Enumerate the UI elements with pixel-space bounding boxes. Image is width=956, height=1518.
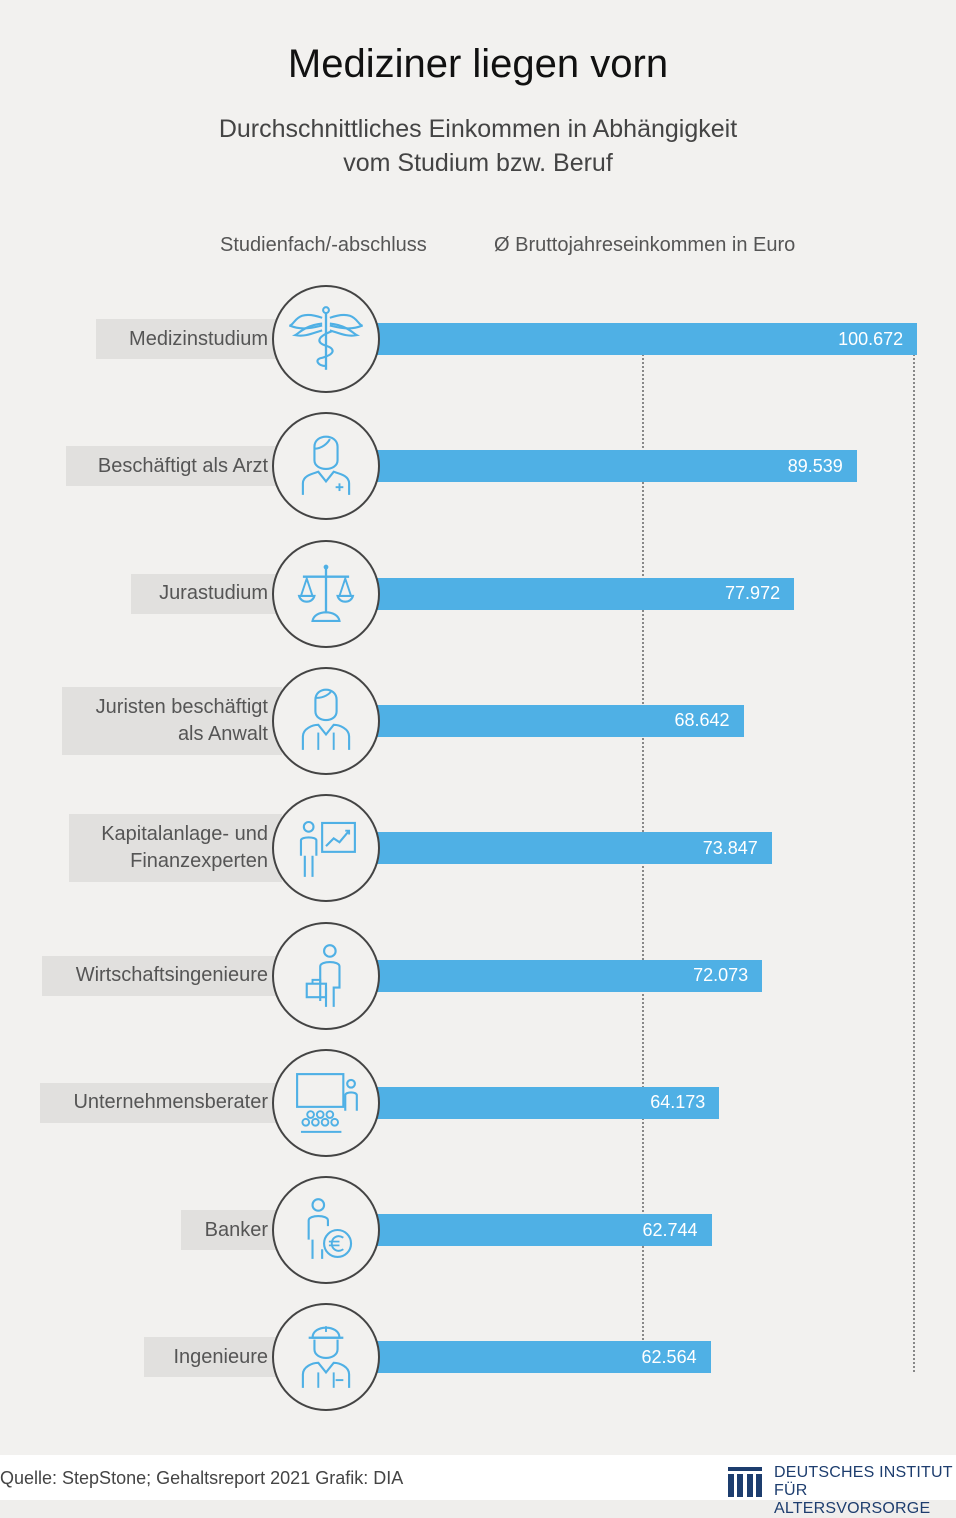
category-label: Medizinstudium: [96, 319, 282, 359]
chart-title: Mediziner liegen vorn: [287, 42, 669, 86]
category-label: Beschäftigt als Arzt: [66, 446, 282, 487]
lawyer-icon: [301, 688, 351, 750]
dia-logo: DEUTSCHES INSTITUT FÜR ALTERSVORSORGE: [728, 1462, 956, 1517]
source-note: Quelle: StepStone; Gehaltsreport 2021 Gr…: [0, 1468, 404, 1488]
bar: 68.642: [371, 704, 744, 737]
reference-line-100000: [912, 350, 915, 1372]
dia-logo-mark-icon: [728, 1467, 762, 1497]
category-label-text: Kapitalanlage- und Finanzexperten: [101, 821, 268, 875]
bar-value-label: 62.564: [641, 1346, 697, 1367]
icon-circle: [272, 794, 380, 903]
category-label-text: Beschäftigt als Arzt: [98, 453, 268, 480]
icon-circle: [272, 285, 380, 393]
bar-value-label: 72.073: [693, 965, 749, 985]
category-label-line: als Anwalt: [177, 722, 268, 745]
doctor-icon: [301, 435, 351, 496]
icon-circle: [272, 921, 380, 1030]
category-label-text: Juristen beschäftigt als Anwalt: [96, 694, 268, 748]
bar: 72.073: [371, 959, 763, 992]
caduceus-icon: [289, 306, 363, 370]
category-label-text: Unternehmensberater: [73, 1089, 268, 1116]
category-label-line: Unternehmensberater: [73, 1091, 268, 1114]
subtitle-line-2: vom Studium bzw. Beruf: [343, 149, 613, 177]
category-column-header: Studienfach/-abschluss: [220, 234, 427, 256]
logo-text-line-1: DEUTSCHES INSTITUT: [774, 1464, 953, 1481]
bar-value-label: 89.539: [787, 455, 843, 476]
category-label: Banker: [181, 1210, 282, 1251]
scales-icon: [297, 564, 355, 622]
category-label-line: Ingenieure: [173, 1345, 268, 1368]
bar-chart: Medizinstudium 100.672 Beschäftigt als Ar…: [40, 285, 918, 1412]
presentation-chart-icon: [299, 821, 356, 878]
category-label-line: Kapitalanlage- und: [101, 823, 268, 846]
value-column-header: Ø Bruttojahreseinkommen in Euro: [494, 234, 796, 256]
category-label: Juristen beschäftigt als Anwalt: [62, 686, 282, 755]
category-label: Ingenieure: [144, 1337, 282, 1378]
banker-euro-icon: [307, 1198, 353, 1259]
bar-value-label: 68.642: [674, 710, 730, 731]
footer-bar: [0, 1455, 956, 1500]
category-label-line: Jurastudium: [159, 582, 268, 605]
category-label-line: Juristen beschäftigt: [95, 695, 268, 718]
bar-value-label: 64.173: [650, 1092, 706, 1113]
engineer-briefcase-icon: [305, 943, 341, 1007]
category-label: Kapitalanlage- und Finanzexperten: [69, 814, 282, 883]
logo-text-line-2: FÜR ALTERSVORSORGE: [774, 1482, 931, 1517]
icon-circle: [272, 1176, 380, 1285]
category-label: Wirtschaftsingenieure: [42, 955, 282, 996]
chart-subtitle: Durchschnittliches Einkommen in Abhängig…: [178, 112, 778, 180]
category-label-line: Wirtschaftsingenieure: [75, 964, 268, 986]
category-label-line: Finanzexperten: [130, 850, 268, 873]
subtitle-line-1: Durchschnittliches Einkommen in Abhängig…: [218, 115, 738, 143]
bar-value-label: 73.847: [702, 837, 758, 858]
bar: 64.173: [371, 1086, 720, 1119]
icon-circle: [272, 1303, 380, 1412]
bar-value-label: 100.672: [838, 328, 904, 349]
category-label-line: Beschäftigt als Arzt: [97, 454, 268, 477]
icon-circle: [272, 666, 380, 775]
bar: 100.672: [371, 323, 918, 355]
category-label-line: Medizinstudium: [129, 327, 268, 350]
category-label-text: Wirtschaftsingenieure: [76, 962, 268, 989]
bar: 73.847: [371, 832, 772, 865]
construction-worker-icon: [301, 1326, 351, 1389]
icon-circle: [272, 539, 380, 648]
consultant-audience-icon: [296, 1072, 358, 1133]
bar: 77.972: [371, 577, 795, 610]
category-label: Unternehmensberater: [40, 1082, 282, 1123]
category-label-text: Banker: [205, 1217, 268, 1244]
bar: 62.564: [371, 1341, 711, 1374]
bar: 62.744: [371, 1214, 712, 1247]
category-label-text: Ingenieure: [173, 1344, 268, 1371]
bar: 89.539: [371, 450, 857, 483]
category-label: Jurastudium: [131, 573, 282, 614]
category-label-text: Jurastudium: [159, 580, 268, 607]
bar-value-label: 62.744: [642, 1219, 698, 1240]
category-label-text: Medizinstudium: [129, 326, 268, 353]
icon-circle: [272, 412, 380, 521]
icon-circle: [272, 1048, 380, 1157]
bar-value-label: 77.972: [725, 583, 781, 604]
category-label-line: Banker: [204, 1218, 268, 1241]
